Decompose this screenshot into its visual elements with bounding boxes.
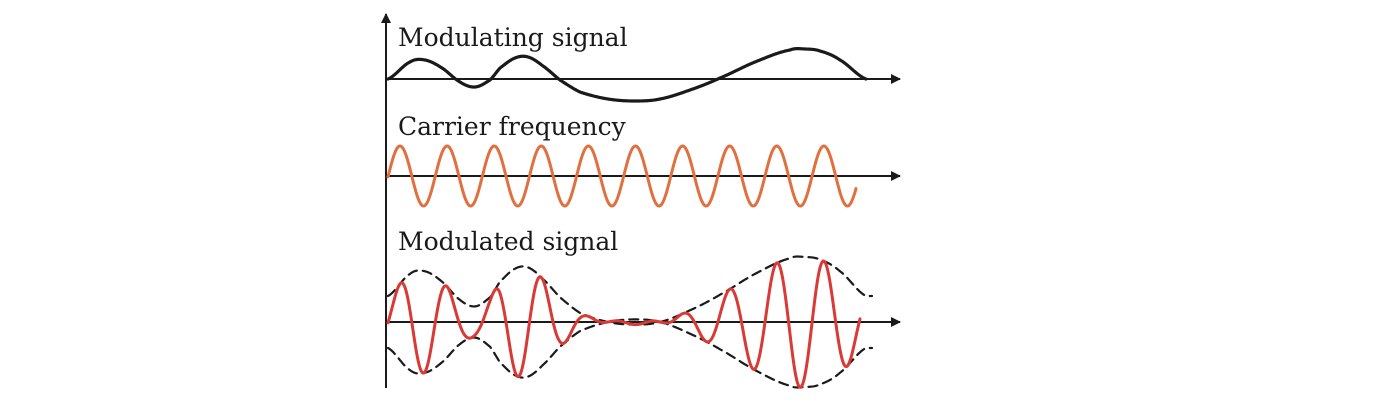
modulating-signal-label: Modulating signal xyxy=(398,23,628,52)
modulated-signal-label: Modulated signal xyxy=(398,227,618,256)
modulated-envelope-lower xyxy=(386,318,874,389)
carrier-frequency-label: Carrier frequency xyxy=(398,112,627,141)
modulated-signal-wave xyxy=(386,259,862,389)
carrier-frequency-wave xyxy=(386,144,858,208)
modulated-envelope-upper xyxy=(386,255,874,326)
modulating-signal-wave xyxy=(386,47,868,103)
